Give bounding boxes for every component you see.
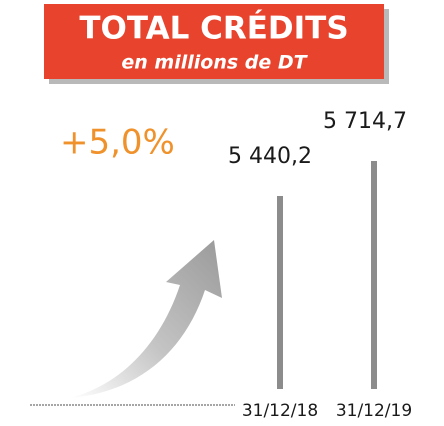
bar	[369, 159, 379, 391]
x-tick-label: 31/12/19	[336, 401, 412, 421]
bar	[275, 194, 285, 391]
chart-subtitle: en millions de DT	[121, 52, 308, 74]
value-label: 5 440,2	[228, 144, 312, 169]
header-box	[44, 4, 384, 79]
growth-annotation: +5,0%	[60, 123, 175, 163]
growth-arrow	[70, 240, 222, 398]
x-tick-label: 31/12/18	[242, 401, 318, 421]
value-label: 5 714,7	[323, 109, 407, 134]
chart-title: TOTAL CRÉDITS	[79, 11, 348, 47]
